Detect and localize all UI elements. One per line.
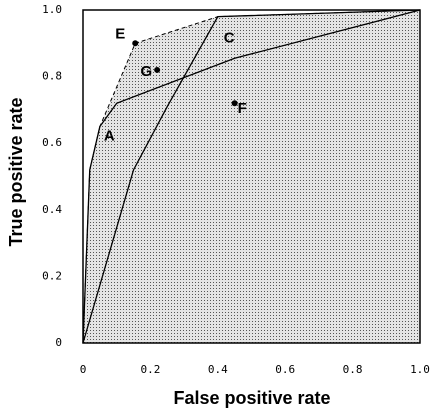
point-label: G bbox=[140, 63, 152, 80]
y-axis-label: True positive rate bbox=[6, 97, 26, 246]
curve-label: A bbox=[104, 128, 115, 145]
x-axis-label: False positive rate bbox=[173, 388, 330, 408]
y-tick-label: 0.6 bbox=[42, 136, 62, 149]
roc-curve bbox=[82, 9, 421, 344]
x-tick-label: 1.0 bbox=[410, 363, 430, 376]
hull-area bbox=[83, 10, 420, 343]
y-tick-label: 0.4 bbox=[42, 203, 62, 216]
x-tick-label: 0 bbox=[80, 363, 87, 376]
classifier-point bbox=[132, 40, 139, 47]
y-tick-label: 0.8 bbox=[42, 70, 62, 83]
point-label: E bbox=[115, 25, 125, 42]
curve-label: C bbox=[224, 30, 235, 47]
classifier-point bbox=[231, 100, 238, 107]
roc-curve bbox=[82, 9, 421, 344]
point-label: F bbox=[238, 100, 247, 117]
y-tick-label: 0.2 bbox=[42, 269, 62, 282]
x-tick-label: 0.8 bbox=[343, 363, 363, 376]
x-tick-label: 0.2 bbox=[140, 363, 160, 376]
x-tick-label: 0.4 bbox=[208, 363, 228, 376]
y-tick-label: 1.0 bbox=[42, 3, 62, 16]
y-tick-label: 0 bbox=[55, 336, 62, 349]
classifier-point bbox=[154, 66, 161, 73]
x-tick-label: 0.6 bbox=[275, 363, 295, 376]
plot-frame bbox=[82, 9, 421, 344]
